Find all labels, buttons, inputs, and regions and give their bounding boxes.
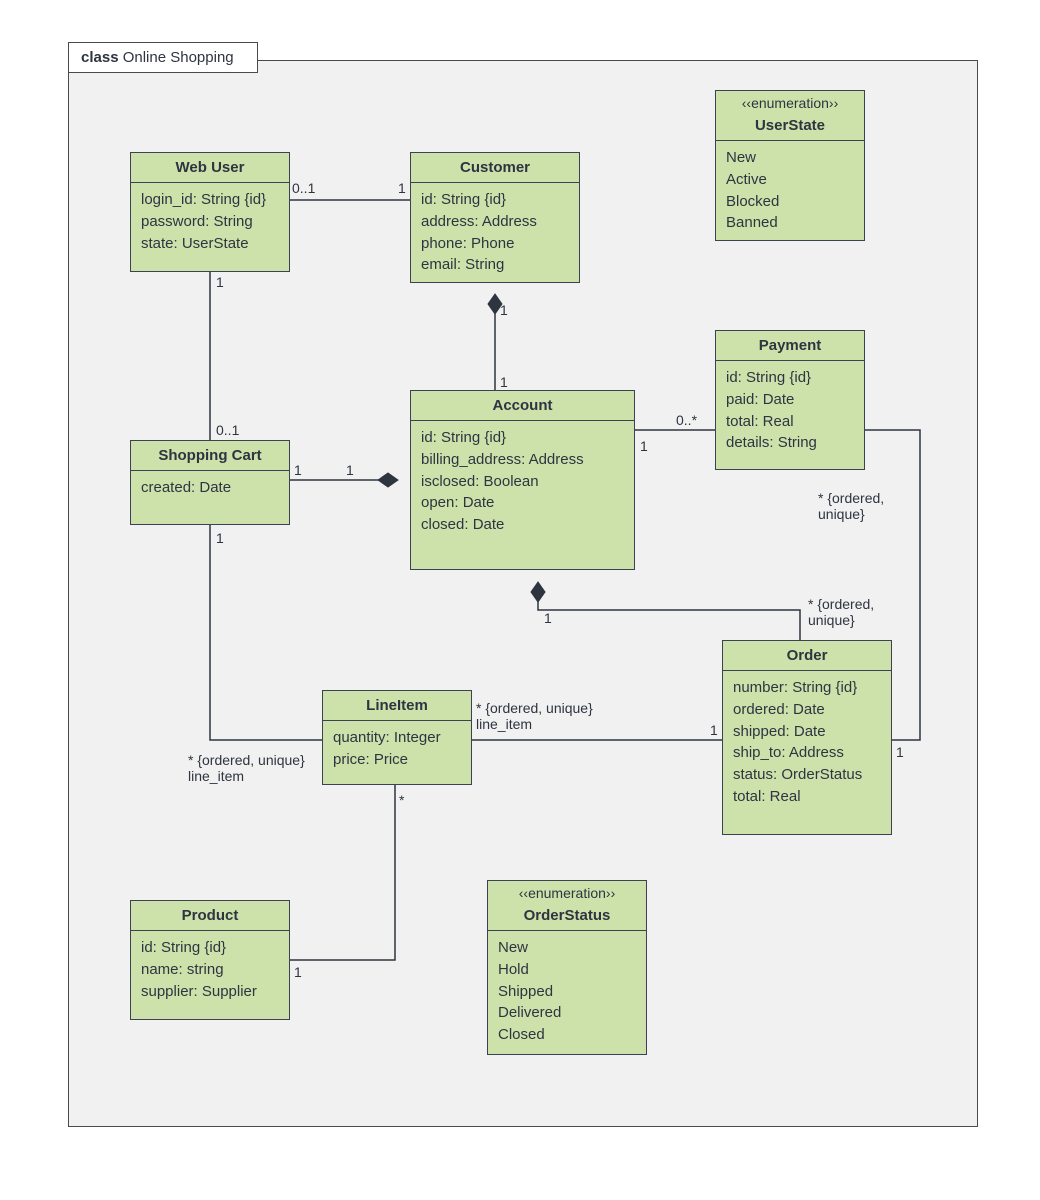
class-Product: Productid: String {id}name: stringsuppli…	[130, 900, 290, 1020]
class-attr: address: Address	[421, 211, 569, 233]
edge-label: 1	[346, 462, 354, 478]
class-Customer: Customerid: String {id}address: Addressp…	[410, 152, 580, 283]
class-Account: Accountid: String {id}billing_address: A…	[410, 390, 635, 570]
class-Order: Ordernumber: String {id}ordered: Dateshi…	[722, 640, 892, 835]
class-attr: shipped: Date	[733, 721, 881, 743]
class-title: Order	[723, 641, 891, 671]
class-body: NewActiveBlockedBanned	[716, 141, 864, 240]
frame-label: class Online Shopping	[68, 42, 258, 73]
class-attr: ordered: Date	[733, 699, 881, 721]
class-attr: details: String	[726, 432, 854, 454]
class-title: Payment	[716, 331, 864, 361]
class-title: UserState	[716, 111, 864, 141]
class-title: Web User	[131, 153, 289, 183]
class-attr: Closed	[498, 1024, 636, 1046]
edge-label: 0..1	[292, 180, 315, 196]
class-attr: isclosed: Boolean	[421, 471, 624, 493]
class-attr: closed: Date	[421, 514, 624, 536]
class-attr: Shipped	[498, 981, 636, 1003]
class-attr: open: Date	[421, 492, 624, 514]
class-attr: paid: Date	[726, 389, 854, 411]
edge-label: * {ordered, unique} line_item	[188, 752, 305, 784]
class-title: LineItem	[323, 691, 471, 721]
class-attr: total: Real	[726, 411, 854, 433]
class-Payment: Paymentid: String {id}paid: Datetotal: R…	[715, 330, 865, 470]
class-attr: id: String {id}	[421, 189, 569, 211]
class-title: Customer	[411, 153, 579, 183]
class-attr: billing_address: Address	[421, 449, 624, 471]
class-body: NewHoldShippedDeliveredClosed	[488, 931, 646, 1052]
class-UserState: ‹‹enumeration››UserStateNewActiveBlocked…	[715, 90, 865, 241]
class-body: id: String {id}billing_address: Addressi…	[411, 421, 634, 542]
edge-label: 1	[500, 302, 508, 318]
class-attr: total: Real	[733, 786, 881, 808]
class-attr: status: OrderStatus	[733, 764, 881, 786]
diagram-stage: class Online Shopping Web Userlogin_id: …	[0, 0, 1040, 1200]
edge-label: 1	[294, 462, 302, 478]
edge-label: 1	[216, 530, 224, 546]
edge-label: * {ordered, unique} line_item	[476, 700, 593, 732]
class-attr: supplier: Supplier	[141, 981, 279, 1003]
frame-label-name: Online Shopping	[123, 49, 234, 66]
class-attr: id: String {id}	[421, 427, 624, 449]
class-body: id: String {id}address: Addressphone: Ph…	[411, 183, 579, 282]
edge-label: 1	[216, 274, 224, 290]
class-attr: number: String {id}	[733, 677, 881, 699]
class-attr: name: string	[141, 959, 279, 981]
class-ShoppingCart: Shopping Cart created: Date	[130, 440, 290, 525]
edge-label: * {ordered, unique}	[808, 596, 874, 628]
class-attr: id: String {id}	[726, 367, 854, 389]
stereotype: ‹‹enumeration››	[716, 91, 864, 111]
stereotype: ‹‹enumeration››	[488, 881, 646, 901]
class-body: id: String {id}paid: Datetotal: Realdeta…	[716, 361, 864, 460]
edge-label: 1	[294, 964, 302, 980]
class-title: OrderStatus	[488, 901, 646, 931]
class-body: id: String {id}name: stringsupplier: Sup…	[131, 931, 289, 1008]
edge-label: 1	[640, 438, 648, 454]
edge-label: *	[399, 792, 404, 808]
class-body: number: String {id}ordered: Dateshipped:…	[723, 671, 891, 814]
class-title: Product	[131, 901, 289, 931]
edge-label: 0..*	[676, 412, 697, 428]
class-attr: New	[498, 937, 636, 959]
class-attr: New	[726, 147, 854, 169]
class-body: created: Date	[131, 471, 289, 505]
class-attr: Active	[726, 169, 854, 191]
class-body: login_id: String {id}password: Stringsta…	[131, 183, 289, 260]
frame-label-prefix: class	[81, 49, 119, 66]
class-attr: id: String {id}	[141, 937, 279, 959]
class-attr: ship_to: Address	[733, 742, 881, 764]
class-attr: Blocked	[726, 191, 854, 213]
class-attr: phone: Phone	[421, 233, 569, 255]
class-title: Shopping Cart	[131, 441, 289, 471]
class-attr: quantity: Integer	[333, 727, 461, 749]
edge-label: 1	[544, 610, 552, 626]
class-attr: price: Price	[333, 749, 461, 771]
class-body: quantity: Integerprice: Price	[323, 721, 471, 777]
class-title: Account	[411, 391, 634, 421]
edge-label: 1	[710, 722, 718, 738]
class-attr: created: Date	[141, 477, 279, 499]
class-attr: email: String	[421, 254, 569, 276]
class-attr: Hold	[498, 959, 636, 981]
class-WebUser: Web Userlogin_id: String {id}password: S…	[130, 152, 290, 272]
edge-label: 1	[500, 374, 508, 390]
class-attr: login_id: String {id}	[141, 189, 279, 211]
class-attr: state: UserState	[141, 233, 279, 255]
edge-label: 0..1	[216, 422, 239, 438]
class-attr: password: String	[141, 211, 279, 233]
class-attr: Banned	[726, 212, 854, 234]
edge-label: 1	[896, 744, 904, 760]
class-LineItem: LineItemquantity: Integerprice: Price	[322, 690, 472, 785]
class-attr: Delivered	[498, 1002, 636, 1024]
edge-label: * {ordered, unique}	[818, 490, 884, 522]
edge-label: 1	[398, 180, 406, 196]
class-OrderStatus: ‹‹enumeration››OrderStatusNewHoldShipped…	[487, 880, 647, 1055]
